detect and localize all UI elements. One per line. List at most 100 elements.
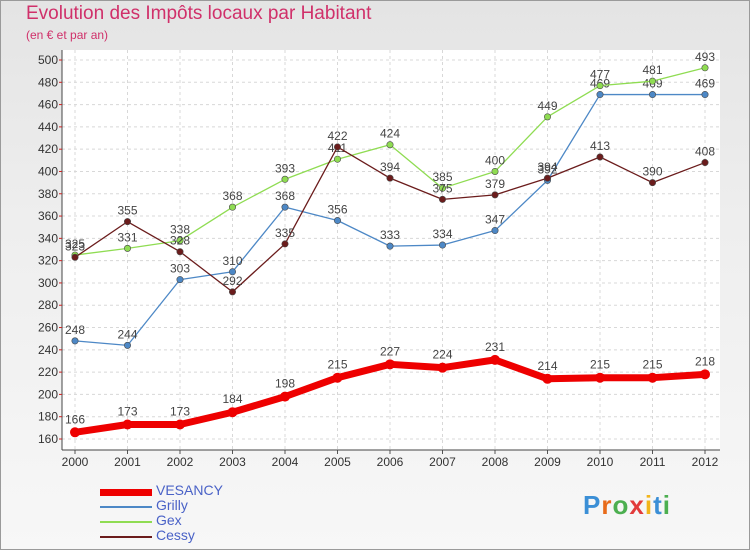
data-label-grilly: 356 xyxy=(327,203,347,217)
data-label-cessy: 375 xyxy=(432,181,452,195)
data-point-cessy xyxy=(491,191,499,199)
data-point-vesancy xyxy=(700,369,710,380)
plot-area xyxy=(62,50,720,450)
y-tick-label: 280 xyxy=(38,298,58,312)
data-label-vesancy: 218 xyxy=(695,354,715,368)
data-point-gex xyxy=(333,155,341,163)
data-point-vesancy xyxy=(385,359,395,370)
data-point-grilly xyxy=(701,91,709,99)
data-point-cessy xyxy=(229,288,237,296)
data-point-grilly xyxy=(596,91,604,99)
data-label-cessy: 379 xyxy=(485,177,505,191)
data-point-gex xyxy=(701,64,709,72)
legend-swatch xyxy=(100,506,152,508)
x-tick-label: 2005 xyxy=(324,455,351,469)
data-label-gex: 424 xyxy=(380,127,400,141)
logo-letter: i xyxy=(644,490,654,520)
chart-title: Evolution des Impôts locaux par Habitant xyxy=(26,3,372,24)
y-tick-label: 420 xyxy=(38,142,58,156)
data-point-grilly xyxy=(176,276,184,284)
data-point-cessy xyxy=(543,174,551,182)
data-label-grilly: 469 xyxy=(695,77,715,91)
data-label-gex: 493 xyxy=(695,50,715,64)
data-label-gex: 385 xyxy=(432,170,452,184)
y-tick-label: 500 xyxy=(38,53,58,67)
data-point-gex xyxy=(491,167,499,175)
data-point-cessy xyxy=(438,195,446,203)
data-point-gex xyxy=(281,175,289,183)
x-tick-label: 2000 xyxy=(62,455,89,469)
legend-label: Gex xyxy=(156,512,182,528)
y-tick-label: 260 xyxy=(38,321,58,335)
data-label-grilly: 248 xyxy=(65,323,85,337)
data-point-cessy xyxy=(281,240,289,248)
data-label-gex: 400 xyxy=(485,153,505,167)
data-point-vesancy xyxy=(280,391,290,402)
legend-label: Cessy xyxy=(156,527,195,543)
data-point-vesancy xyxy=(122,419,133,430)
data-point-vesancy xyxy=(595,372,605,383)
logo-letter: o xyxy=(612,490,630,520)
y-tick-label: 460 xyxy=(38,98,58,112)
data-point-gex xyxy=(438,184,446,192)
data-point-cessy xyxy=(124,218,132,226)
data-point-gex xyxy=(124,244,132,252)
legend-label: VESANCY xyxy=(156,482,223,498)
proxiti-logo: Proxiti xyxy=(583,490,671,521)
data-label-vesancy: 215 xyxy=(590,358,610,372)
data-label-vesancy: 214 xyxy=(537,359,557,373)
data-point-cessy xyxy=(701,159,709,167)
data-label-grilly: 368 xyxy=(275,189,295,203)
data-point-grilly xyxy=(438,241,446,249)
data-label-vesancy: 198 xyxy=(275,377,295,391)
data-label-vesancy: 215 xyxy=(642,358,662,372)
data-point-cessy xyxy=(176,248,184,256)
data-point-gex xyxy=(648,77,656,85)
data-label-cessy: 292 xyxy=(222,274,242,288)
x-tick-label: 2006 xyxy=(377,455,404,469)
logo-letter: i xyxy=(662,490,671,520)
data-label-vesancy: 173 xyxy=(117,405,137,419)
y-tick-label: 220 xyxy=(38,365,58,379)
data-label-vesancy: 224 xyxy=(432,348,452,362)
data-label-gex: 393 xyxy=(275,161,295,175)
x-tick-label: 2003 xyxy=(219,455,246,469)
data-label-cessy: 394 xyxy=(380,160,400,174)
data-point-vesancy xyxy=(332,372,343,383)
logo-letter: x xyxy=(629,490,645,520)
legend: VESANCY Grilly Gex Cessy xyxy=(100,482,300,544)
data-label-grilly: 347 xyxy=(485,213,505,227)
data-point-cessy xyxy=(386,174,394,182)
data-label-vesancy: 173 xyxy=(170,405,190,419)
data-point-grilly xyxy=(124,341,132,349)
data-point-grilly xyxy=(648,91,656,99)
y-tick-label: 440 xyxy=(38,120,58,134)
data-label-cessy: 390 xyxy=(642,165,662,179)
data-point-gex xyxy=(543,113,551,121)
data-label-gex: 449 xyxy=(537,99,557,113)
legend-item-vesancy: VESANCY xyxy=(100,482,300,499)
data-label-vesancy: 231 xyxy=(485,340,505,354)
data-label-vesancy: 184 xyxy=(222,392,242,406)
x-tick-label: 2002 xyxy=(167,455,194,469)
data-point-vesancy xyxy=(227,407,238,418)
data-point-cessy xyxy=(596,153,604,161)
legend-item-cessy: Cessy xyxy=(100,527,300,544)
data-label-cessy: 335 xyxy=(275,226,295,240)
data-point-vesancy xyxy=(647,372,658,383)
data-point-grilly xyxy=(281,203,289,211)
data-label-gex: 481 xyxy=(642,63,662,77)
data-point-cessy xyxy=(71,253,79,261)
y-tick-label: 300 xyxy=(38,276,58,290)
x-tick-label: 2009 xyxy=(534,455,561,469)
data-label-cessy: 394 xyxy=(537,160,557,174)
data-point-grilly xyxy=(333,217,341,225)
data-label-grilly: 392 xyxy=(537,162,557,176)
legend-swatch xyxy=(100,488,152,496)
y-tick-label: 240 xyxy=(38,343,58,357)
data-point-grilly xyxy=(229,268,237,276)
data-label-cessy: 323 xyxy=(65,239,85,253)
legend-item-gex: Gex xyxy=(100,512,300,529)
x-tick-label: 2010 xyxy=(587,455,614,469)
